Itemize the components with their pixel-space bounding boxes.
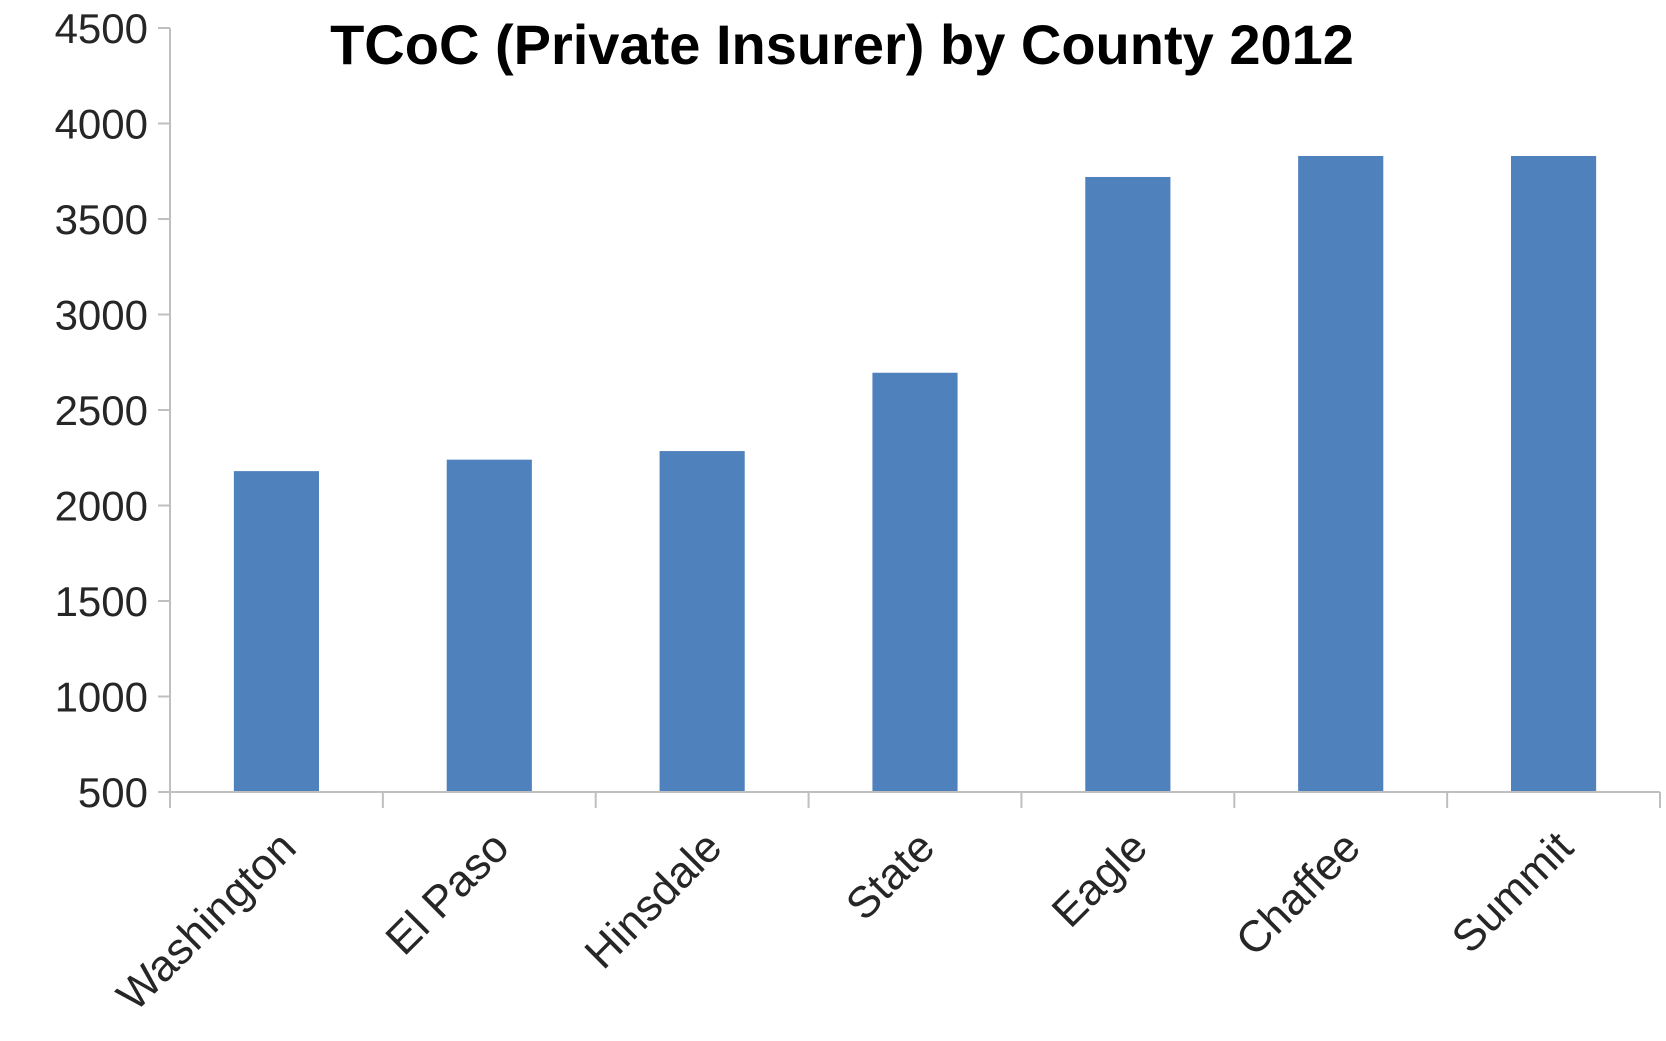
y-tick-label: 3500 [55,196,148,243]
y-tick-label: 2000 [55,483,148,530]
y-axis: 500 1000 1500 2000 2500 3000 3500 4000 4500 [55,5,171,816]
x-tick-label: State [837,822,944,929]
bar-el-paso [446,459,532,792]
x-tick-label: Summit [1443,822,1583,962]
x-tick-label: Eagle [1043,822,1157,936]
y-tick-label: 2500 [55,387,148,434]
bar-hinsdale [659,451,745,792]
chart-title: TCoC (Private Insurer) by County 2012 [330,13,1354,76]
bar-washington [233,471,319,792]
bar-summit [1511,155,1597,793]
bar-chaffee [1298,155,1384,793]
bar-eagle [1085,176,1171,793]
y-tick-label: 1000 [55,674,148,721]
x-tick-label: Washington [108,822,306,1020]
y-tick-label: 500 [78,769,148,816]
bar-state [872,372,958,792]
x-tick-label: El Paso [376,822,518,964]
bars [233,155,1597,793]
x-axis: Washington El Paso Hinsdale State Eagle Chaff… [108,791,1661,1020]
x-tick-label: Chaffee [1227,822,1370,965]
y-tick-label: 3000 [55,292,148,339]
y-tick-label: 4000 [55,101,148,148]
y-tick-label: 1500 [55,578,148,625]
y-tick-label: 4500 [55,5,148,52]
x-tick-label: Hinsdale [575,822,731,978]
